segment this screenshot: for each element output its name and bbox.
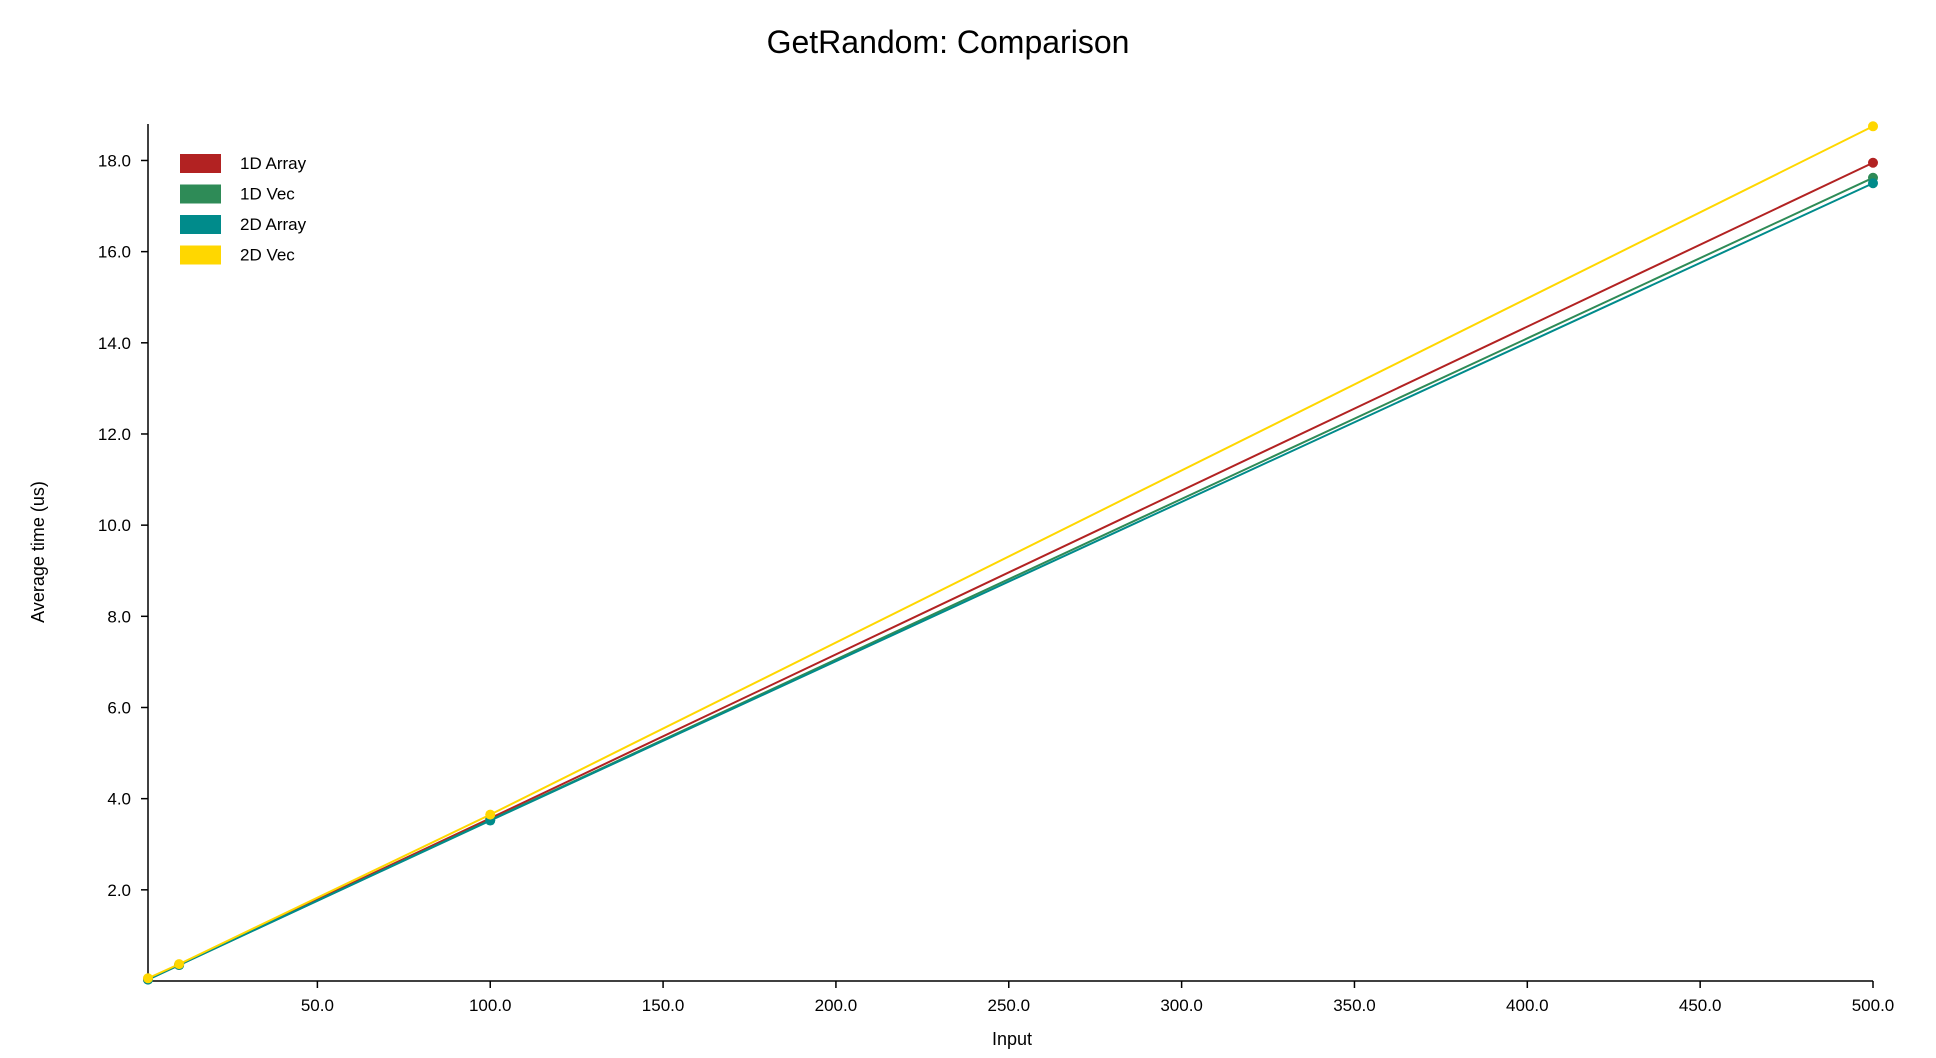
- legend-label: 2D Vec: [240, 246, 295, 265]
- x-tick-label: 150.0: [642, 996, 685, 1015]
- legend-item: 2D Array: [180, 215, 307, 234]
- series-line: [147, 182, 1874, 981]
- legend-item: 1D Vec: [180, 184, 295, 204]
- x-tick-label: 450.0: [1679, 996, 1722, 1015]
- data-point: [1868, 178, 1878, 189]
- x-tick-label: 200.0: [815, 996, 858, 1015]
- axes: [147, 124, 1873, 982]
- x-ticks: 50.0 100.0 150.0 200.0 250.0 300.0 350.0 400.0 4…: [301, 981, 1894, 1015]
- y-tick-label: 12.0: [98, 425, 131, 444]
- x-tick-label: 500.0: [1852, 996, 1895, 1015]
- x-tick-label: 250.0: [987, 996, 1030, 1015]
- x-tick-label: 50.0: [301, 996, 334, 1015]
- series-1: [143, 172, 1878, 985]
- x-tick-label: 300.0: [1160, 996, 1203, 1015]
- y-ticks: 2.0 4.0 6.0 8.0 10.0 12.0 14.0 16.0 18.0: [98, 151, 148, 900]
- y-tick-label: 14.0: [98, 334, 131, 353]
- series-3: [143, 121, 1878, 984]
- legend-label: 1D Array: [240, 154, 307, 173]
- y-tick-label: 18.0: [98, 151, 131, 170]
- x-tick-label: 100.0: [469, 996, 512, 1015]
- y-tick-label: 10.0: [98, 516, 131, 535]
- legend-swatch: [180, 215, 221, 234]
- series-2: [143, 178, 1878, 985]
- y-tick-label: 2.0: [107, 881, 131, 900]
- legend-swatch: [180, 245, 221, 265]
- y-axis-title: Average time (us): [28, 481, 48, 623]
- y-tick-label: 6.0: [107, 698, 131, 717]
- legend-swatch: [180, 154, 221, 173]
- data-point: [485, 809, 496, 820]
- legend-label: 2D Array: [240, 215, 307, 234]
- x-tick-label: 350.0: [1333, 996, 1376, 1015]
- x-tick-label: 400.0: [1506, 996, 1549, 1015]
- legend-item: 1D Array: [180, 154, 307, 173]
- y-tick-label: 8.0: [107, 607, 131, 626]
- data-point: [1868, 157, 1878, 168]
- chart-title: GetRandom: Comparison: [767, 24, 1130, 60]
- legend-item: 2D Vec: [180, 245, 295, 265]
- data-point: [143, 973, 153, 984]
- series-line: [147, 161, 1874, 981]
- legend-swatch: [180, 184, 221, 204]
- legend-label: 1D Vec: [240, 185, 295, 204]
- series-line: [147, 125, 1874, 980]
- series-lines: [143, 121, 1878, 985]
- x-axis-title: Input: [992, 1029, 1032, 1049]
- data-point: [174, 959, 185, 970]
- y-tick-label: 16.0: [98, 243, 131, 262]
- y-tick-label: 4.0: [107, 790, 131, 809]
- legend: 1D Array 1D Vec 2D Array 2D Vec: [180, 154, 307, 265]
- data-point: [1868, 121, 1878, 132]
